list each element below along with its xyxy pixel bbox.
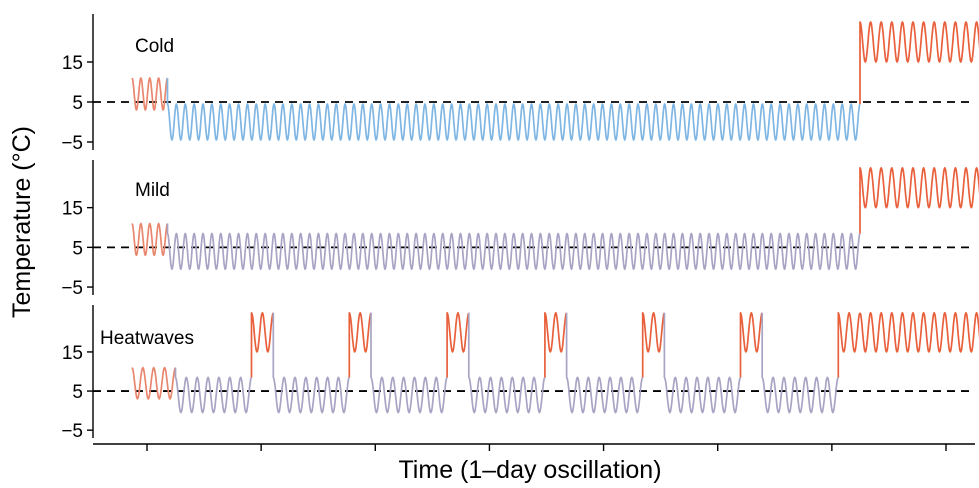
temperature-trace-phase [446, 311, 470, 378]
x-axis [93, 443, 975, 451]
y-tick-label: 15 [62, 343, 83, 364]
y-tick-label: 5 [72, 382, 83, 403]
temperature-trace-phase [131, 222, 169, 257]
temperature-trace-phase [166, 223, 861, 271]
temperature-trace-phase [859, 167, 979, 234]
temperature-trace-phase [166, 78, 861, 141]
temperature-trace-phase [544, 311, 568, 378]
temperature-trace-phase [174, 367, 253, 414]
temperature-trace-phase [467, 312, 546, 414]
temperature-trace-phase [837, 311, 861, 378]
panel-mild: 15 5 −5 Mild [61, 160, 979, 299]
temperature-trace-phase [739, 311, 763, 378]
panel-title: Heatwaves [100, 328, 194, 349]
y-tick-label: 5 [72, 238, 83, 259]
temperature-trace-phase [131, 77, 169, 111]
x-axis-title: Time (1–day oscillation) [398, 456, 661, 484]
y-tick-label: 15 [62, 53, 83, 74]
panel-title: Mild [135, 180, 170, 201]
panel-cold: 15 5 −5 Cold [61, 14, 979, 154]
panel-title: Cold [135, 36, 174, 57]
temperature-trace-phase [348, 311, 372, 378]
chart-panels: 15 5 −5 Cold 15 5 −5 Mild 15 5 −5 Heatwaves [61, 14, 979, 442]
temperature-trace-phase [641, 311, 666, 378]
y-tick-label: 15 [62, 199, 83, 220]
y-tick-label: 5 [72, 93, 83, 114]
y-tick-label: −5 [61, 133, 83, 154]
temperature-trace-phase [859, 311, 979, 353]
y-tick-label: −5 [61, 278, 83, 299]
temperature-trace-phase [859, 21, 979, 104]
y-axis-title: Temperature (°C) [8, 126, 36, 318]
temperature-trace-phase [272, 312, 351, 414]
panel-heatwaves: 15 5 −5 Heatwaves [61, 305, 979, 442]
temperature-trace-phase [565, 312, 644, 414]
temperature-trace-phase [250, 311, 275, 378]
temperature-trace-phase [131, 366, 177, 400]
y-tick-label: −5 [61, 421, 83, 442]
temperature-trace-phase [370, 312, 448, 414]
temperature-trace-phase [663, 312, 742, 414]
temperature-trace-phase [761, 312, 840, 414]
